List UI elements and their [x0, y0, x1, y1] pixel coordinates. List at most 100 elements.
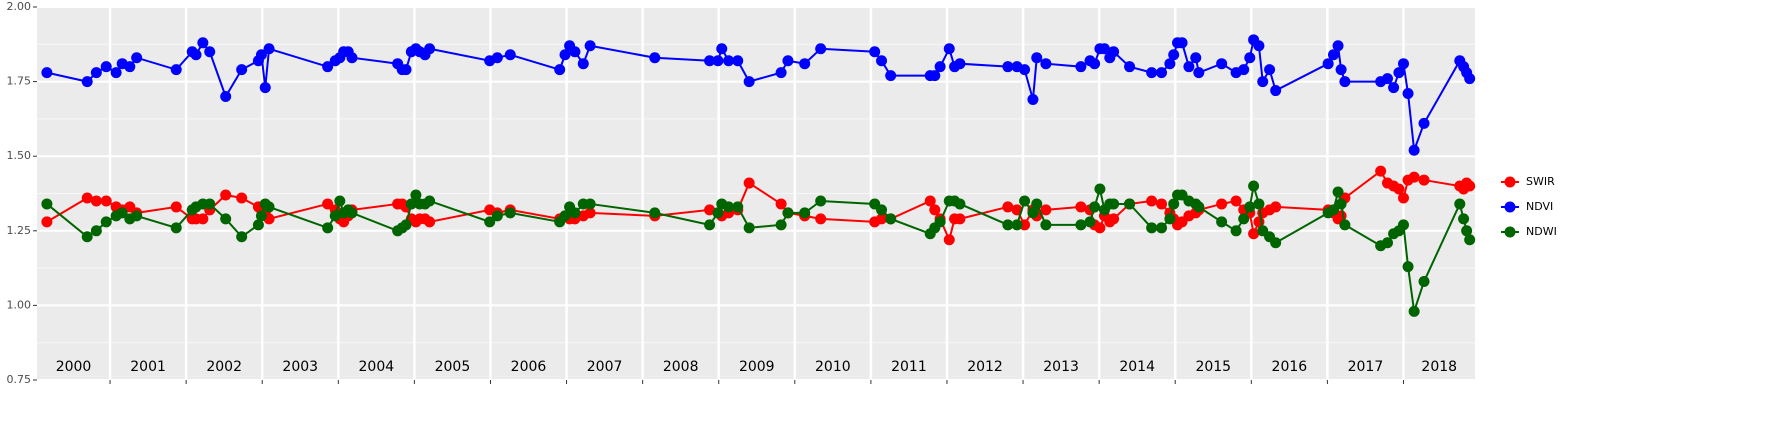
legend-key	[1504, 226, 1516, 238]
point	[1011, 204, 1023, 216]
point	[1108, 213, 1120, 225]
point	[1322, 58, 1334, 70]
point	[815, 213, 827, 225]
point	[704, 219, 716, 231]
point	[876, 204, 888, 216]
point	[1454, 198, 1466, 210]
point	[1248, 228, 1260, 240]
point	[743, 76, 755, 88]
point	[1089, 201, 1101, 213]
point	[1108, 198, 1120, 210]
year-label: 2006	[511, 359, 547, 375]
point	[424, 43, 436, 55]
point	[1408, 144, 1420, 156]
point	[885, 213, 897, 225]
point	[782, 55, 794, 67]
point	[1458, 213, 1470, 225]
point	[934, 216, 946, 228]
point	[1027, 94, 1039, 106]
point	[1382, 73, 1394, 85]
point	[1397, 219, 1409, 231]
y-tick-label: 1.75	[7, 75, 32, 88]
point	[346, 52, 358, 64]
point	[929, 204, 941, 216]
point	[131, 52, 143, 64]
year-label: 2005	[435, 359, 471, 375]
point	[1190, 52, 1202, 64]
point	[1270, 201, 1282, 213]
point	[1019, 195, 1031, 207]
point	[584, 198, 596, 210]
point	[197, 37, 209, 49]
year-label: 2004	[359, 359, 395, 375]
point	[252, 219, 264, 231]
point	[484, 216, 496, 228]
point	[1156, 67, 1168, 79]
legend-key	[1504, 201, 1516, 213]
point	[1253, 198, 1265, 210]
point	[204, 198, 216, 210]
point	[220, 91, 232, 103]
point	[1408, 305, 1420, 317]
point	[322, 61, 334, 73]
point	[584, 40, 596, 52]
point	[559, 49, 571, 61]
point	[1168, 49, 1180, 61]
point	[929, 70, 941, 82]
point	[1382, 237, 1394, 249]
point	[1402, 88, 1414, 100]
year-label: 2013	[1043, 359, 1079, 375]
legend-label: NDWI	[1526, 225, 1557, 238]
y-tick-label: 1.25	[7, 224, 32, 237]
point	[81, 76, 93, 88]
point	[1156, 222, 1168, 234]
year-label: 2014	[1119, 359, 1155, 375]
point	[954, 58, 966, 70]
point	[1094, 222, 1106, 234]
point	[1393, 183, 1405, 195]
y-tick-label: 1.50	[7, 149, 32, 162]
point	[259, 82, 271, 94]
point	[1040, 219, 1052, 231]
point	[41, 198, 53, 210]
year-label: 2018	[1421, 359, 1457, 375]
point	[255, 210, 267, 222]
point	[732, 201, 744, 213]
point	[1168, 198, 1180, 210]
point	[100, 61, 112, 73]
y-tick-label: 1.00	[7, 298, 32, 311]
point	[1464, 73, 1476, 85]
point	[732, 55, 744, 67]
point	[559, 210, 571, 222]
point	[1019, 219, 1031, 231]
point	[236, 192, 248, 204]
point	[1156, 198, 1168, 210]
point	[236, 231, 248, 243]
point	[1098, 43, 1110, 55]
point	[782, 207, 794, 219]
point	[943, 234, 955, 246]
point	[1040, 204, 1052, 216]
point	[1027, 207, 1039, 219]
point	[41, 67, 53, 79]
point	[743, 177, 755, 189]
point	[1332, 40, 1344, 52]
point	[90, 195, 102, 207]
year-label: 2007	[587, 359, 623, 375]
point	[1031, 52, 1043, 64]
y-tick-label: 0.75	[7, 373, 32, 386]
point	[346, 207, 358, 219]
point	[491, 210, 503, 222]
point	[577, 58, 589, 70]
point	[1002, 61, 1014, 73]
point	[1339, 76, 1351, 88]
point	[1375, 165, 1387, 177]
point	[775, 67, 787, 79]
point	[743, 222, 755, 234]
point	[584, 207, 596, 219]
point	[322, 222, 334, 234]
point	[815, 43, 827, 55]
point	[554, 64, 566, 76]
point	[723, 55, 735, 67]
